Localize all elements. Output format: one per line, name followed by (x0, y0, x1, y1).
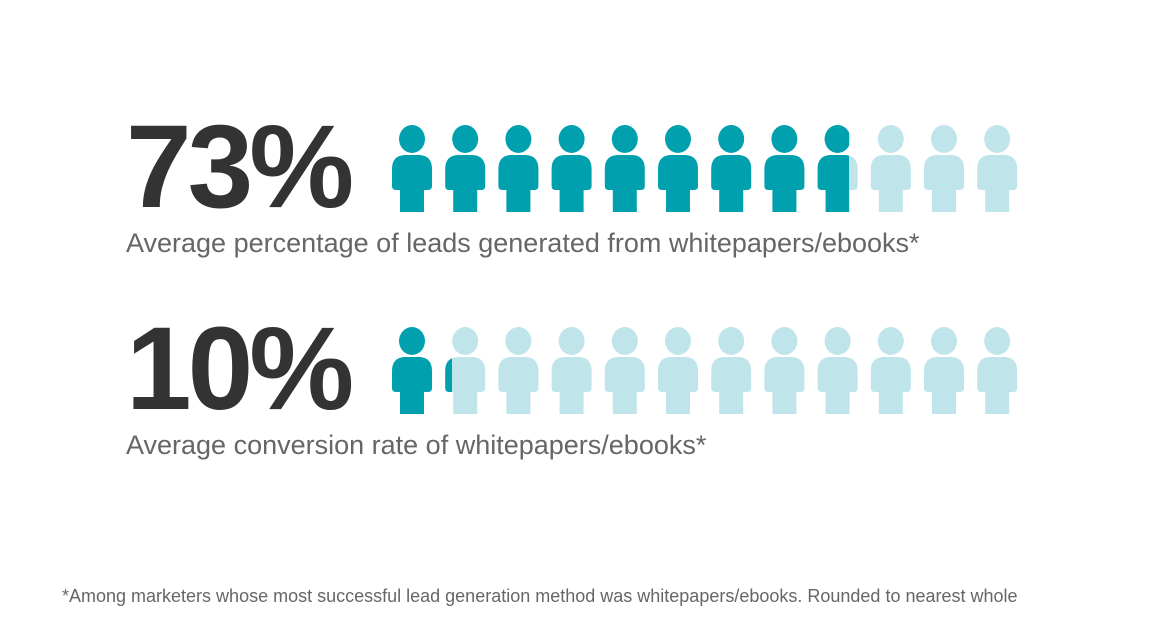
person-icon-head (824, 327, 851, 355)
person-icon-body (711, 357, 752, 414)
person-icon-head (399, 327, 425, 355)
pictograph-conversion (392, 327, 1018, 414)
person-icon-head (452, 327, 479, 355)
person-icon-head (558, 125, 585, 153)
person-icon-body (658, 357, 698, 414)
pictograph-leads (392, 125, 1018, 212)
person-icon-head (611, 327, 638, 355)
person-icon (445, 125, 486, 212)
person-icon-body (498, 155, 539, 212)
person-icon (817, 327, 858, 414)
person-icon-head (665, 125, 691, 153)
person-icon-head (611, 125, 638, 153)
person-icon-body (392, 155, 432, 212)
person-icon-head (931, 125, 957, 153)
person-icon-head (877, 125, 904, 153)
person-icon-body (445, 155, 486, 212)
person-icon-head (877, 327, 904, 355)
person-icon-body (604, 357, 645, 414)
person-icon (498, 125, 539, 212)
person-icon (924, 327, 964, 414)
person-icon-body (870, 155, 911, 212)
person-icon (764, 125, 805, 212)
person-icon-body (551, 357, 592, 414)
person-icon-body (924, 357, 964, 414)
person-icon-head (505, 125, 532, 153)
person-icon-head (399, 125, 425, 153)
stat-value: 10% (126, 303, 354, 435)
person-icon-head (984, 125, 1011, 153)
person-icon (711, 327, 752, 414)
person-icon (551, 125, 592, 212)
person-icon (392, 327, 432, 414)
person-icon-body (551, 155, 592, 212)
person-icon (764, 327, 805, 414)
person-icon-head (931, 327, 957, 355)
person-icon-head (771, 327, 798, 355)
person-icon-body (392, 357, 432, 414)
person-icon (977, 327, 1018, 414)
person-icon (870, 327, 911, 414)
person-icon-body (658, 155, 698, 212)
person-icon (392, 125, 432, 212)
person-icon-body (498, 357, 539, 414)
person-icon (604, 327, 645, 414)
person-icon-head (824, 125, 850, 153)
person-icon-head (718, 327, 745, 355)
person-icon (924, 125, 964, 212)
person-icon-body (977, 155, 1018, 212)
person-icon-head (771, 125, 798, 153)
person-icon (977, 125, 1018, 212)
person-icon-head (505, 327, 532, 355)
person-icon-head (984, 327, 1011, 355)
stat-value: 73% (126, 101, 354, 233)
person-icon (498, 327, 539, 414)
person-icon-body (445, 357, 486, 414)
person-icon-body (711, 155, 752, 212)
person-icon-body (764, 155, 805, 212)
person-icon-row (388, 326, 1028, 418)
footnote: *Among marketers whose most successful l… (62, 586, 1018, 606)
person-icon-row (388, 124, 1028, 216)
person-icon-head (665, 327, 691, 355)
person-icon (870, 125, 911, 212)
person-icon (445, 327, 486, 414)
person-icon (711, 125, 752, 212)
person-icon-body (604, 155, 645, 212)
person-icon-body (764, 357, 805, 414)
person-icon-body (445, 358, 453, 392)
person-icon-head (558, 327, 585, 355)
person-icon-head (718, 125, 745, 153)
stat-caption: Average conversion rate of whitepapers/e… (126, 430, 707, 460)
stat-conversion-rate: 10% Average conversion rate of whitepape… (124, 310, 1124, 510)
person-icon-body (924, 155, 964, 212)
person-icon-body (817, 155, 850, 212)
person-icon-head (452, 125, 479, 153)
person-icon (604, 125, 645, 212)
person-icon (658, 125, 698, 212)
person-icon-body (977, 357, 1018, 414)
person-icon (551, 327, 592, 414)
person-icon (817, 125, 858, 212)
stat-leads-percentage: 73% Average percentage of leads generate… (124, 108, 1124, 308)
person-icon-body (817, 357, 858, 414)
person-icon-body (870, 357, 911, 414)
person-icon (658, 327, 698, 414)
stat-caption: Average percentage of leads generated fr… (126, 228, 920, 258)
